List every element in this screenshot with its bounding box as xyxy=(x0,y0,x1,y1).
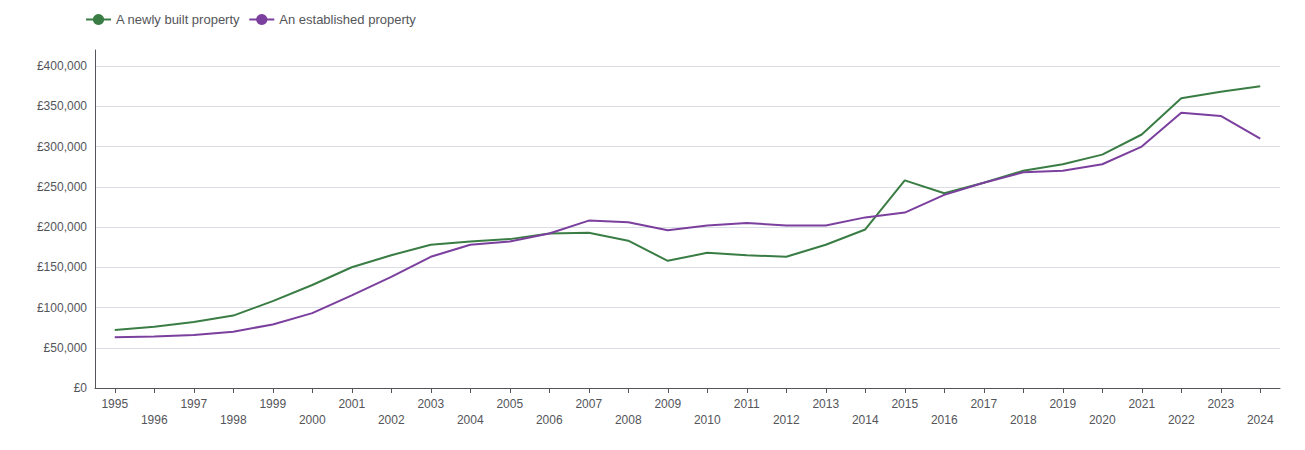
svg-text:2010: 2010 xyxy=(694,413,721,427)
svg-text:2000: 2000 xyxy=(299,413,326,427)
svg-text:2020: 2020 xyxy=(1089,413,1116,427)
svg-text:2013: 2013 xyxy=(812,397,839,411)
svg-text:A newly built property: A newly built property xyxy=(116,12,240,27)
svg-text:2005: 2005 xyxy=(496,397,523,411)
svg-text:2006: 2006 xyxy=(536,413,563,427)
svg-text:£250,000: £250,000 xyxy=(37,180,87,194)
svg-text:2011: 2011 xyxy=(734,397,760,411)
svg-text:£0: £0 xyxy=(74,381,88,395)
svg-text:£200,000: £200,000 xyxy=(37,220,87,234)
svg-text:£400,000: £400,000 xyxy=(37,59,87,73)
svg-text:1996: 1996 xyxy=(141,413,168,427)
svg-text:1997: 1997 xyxy=(180,397,207,411)
svg-text:2004: 2004 xyxy=(457,413,484,427)
svg-text:2014: 2014 xyxy=(852,413,879,427)
svg-text:1995: 1995 xyxy=(101,397,128,411)
svg-text:£150,000: £150,000 xyxy=(37,260,87,274)
svg-text:2012: 2012 xyxy=(773,413,800,427)
svg-text:2002: 2002 xyxy=(378,413,405,427)
svg-text:2015: 2015 xyxy=(891,397,918,411)
svg-text:2007: 2007 xyxy=(575,397,602,411)
svg-text:2003: 2003 xyxy=(417,397,444,411)
svg-text:2024: 2024 xyxy=(1247,413,1274,427)
svg-text:1998: 1998 xyxy=(220,413,247,427)
svg-text:2016: 2016 xyxy=(931,413,958,427)
svg-text:1999: 1999 xyxy=(259,397,286,411)
svg-text:2021: 2021 xyxy=(1128,397,1155,411)
svg-text:2001: 2001 xyxy=(338,397,365,411)
svg-text:2009: 2009 xyxy=(654,397,681,411)
svg-text:£100,000: £100,000 xyxy=(37,301,87,315)
svg-text:2018: 2018 xyxy=(1010,413,1037,427)
svg-text:2017: 2017 xyxy=(970,397,997,411)
svg-text:2023: 2023 xyxy=(1207,397,1234,411)
svg-text:2008: 2008 xyxy=(615,413,642,427)
svg-text:£350,000: £350,000 xyxy=(37,99,87,113)
svg-text:£300,000: £300,000 xyxy=(37,140,87,154)
svg-text:2022: 2022 xyxy=(1168,413,1195,427)
svg-text:£50,000: £50,000 xyxy=(44,341,88,355)
svg-text:An established property: An established property xyxy=(279,12,416,27)
svg-text:2019: 2019 xyxy=(1049,397,1076,411)
